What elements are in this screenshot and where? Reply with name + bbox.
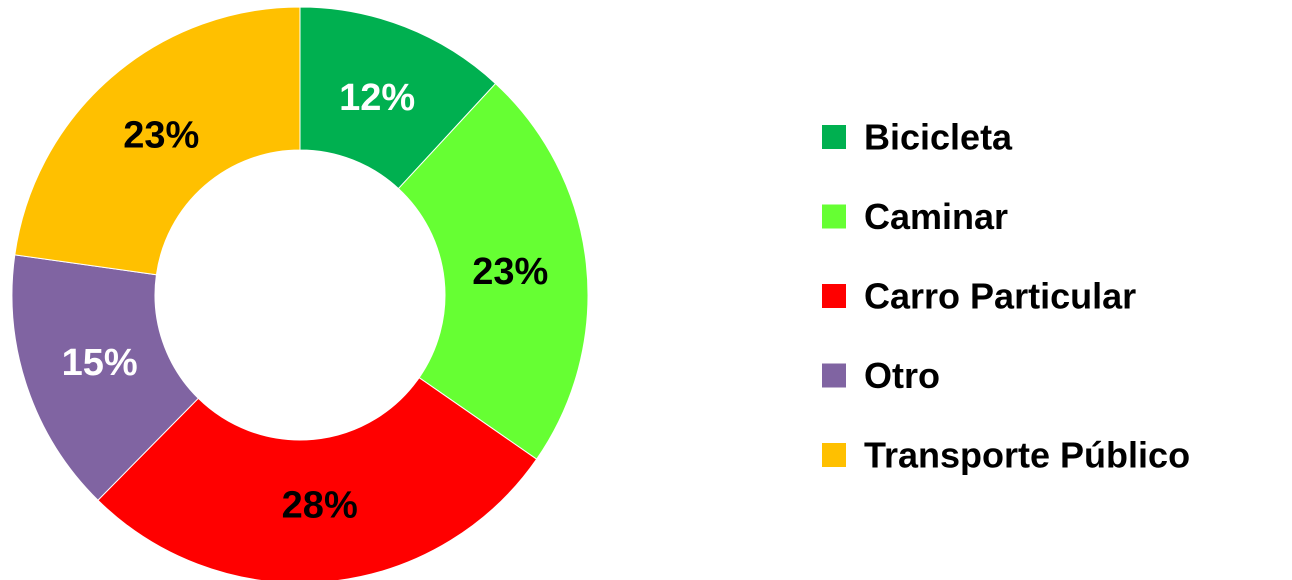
data-label: 23% bbox=[472, 251, 548, 293]
slice bbox=[397, 82, 589, 460]
data-label: 28% bbox=[282, 485, 358, 527]
legend-label: Bicicleta bbox=[864, 117, 1013, 158]
slice bbox=[299, 6, 497, 190]
legend-label: Caminar bbox=[864, 196, 1008, 237]
slice bbox=[14, 6, 301, 276]
legend-swatch bbox=[822, 204, 846, 229]
legend-swatch bbox=[822, 284, 846, 308]
legend-swatch bbox=[822, 443, 846, 467]
legend-label: Otro bbox=[864, 355, 940, 396]
slice bbox=[97, 376, 538, 580]
legend-swatch bbox=[822, 363, 846, 388]
slice bbox=[11, 254, 199, 501]
legend-label: Transporte Público bbox=[864, 435, 1190, 476]
legend-label: Carro Particular bbox=[864, 276, 1136, 317]
data-label: 15% bbox=[62, 342, 138, 384]
data-label: 12% bbox=[339, 77, 415, 119]
data-label: 23% bbox=[123, 114, 199, 156]
legend-swatch bbox=[822, 125, 846, 149]
